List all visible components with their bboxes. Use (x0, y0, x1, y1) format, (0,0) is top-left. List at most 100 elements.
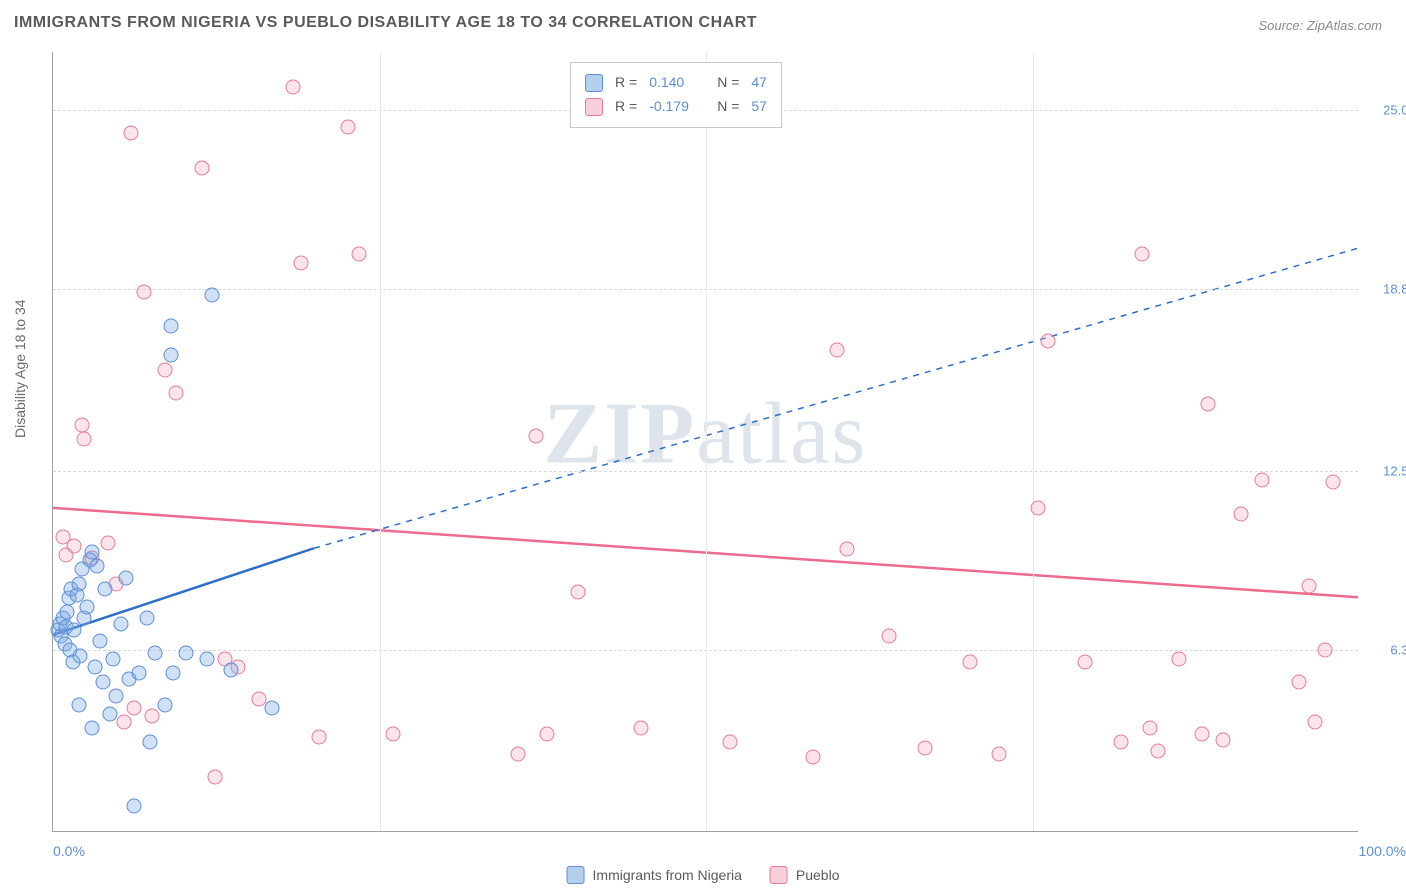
scatter-point (72, 697, 87, 712)
r-label: R = (615, 71, 637, 95)
correlation-row-blue: R = 0.140 N = 47 (585, 71, 767, 95)
scatter-point (312, 729, 327, 744)
r-label: R = (615, 95, 637, 119)
scatter-point (1041, 333, 1056, 348)
scatter-point (539, 726, 554, 741)
scatter-point (73, 648, 88, 663)
scatter-point (108, 689, 123, 704)
scatter-point (72, 576, 87, 591)
scatter-point (881, 628, 896, 643)
scatter-point (132, 666, 147, 681)
scatter-point (918, 741, 933, 756)
gridline-v (706, 52, 707, 831)
scatter-point (145, 709, 160, 724)
scatter-point (140, 611, 155, 626)
swatch-blue-icon (567, 866, 585, 884)
correlation-box: R = 0.140 N = 47 R = -0.179 N = 57 (570, 62, 782, 128)
scatter-point (90, 559, 105, 574)
scatter-point (385, 726, 400, 741)
scatter-point (1135, 247, 1150, 262)
r-value-blue: 0.140 (649, 71, 705, 95)
scatter-point (1077, 654, 1092, 669)
n-value-pink: 57 (751, 95, 767, 119)
n-label: N = (717, 95, 739, 119)
scatter-point (341, 120, 356, 135)
legend-item-pink: Pueblo (770, 866, 840, 884)
gridline-v (380, 52, 381, 831)
n-value-blue: 47 (751, 71, 767, 95)
legend-label-blue: Immigrants from Nigeria (593, 867, 742, 883)
scatter-point (168, 385, 183, 400)
scatter-point (163, 348, 178, 363)
scatter-point (179, 645, 194, 660)
scatter-point (93, 634, 108, 649)
scatter-point (1291, 674, 1306, 689)
scatter-point (1325, 475, 1340, 490)
n-label: N = (717, 71, 739, 95)
scatter-point (286, 79, 301, 94)
scatter-point (205, 287, 220, 302)
scatter-point (79, 599, 94, 614)
scatter-point (116, 715, 131, 730)
scatter-point (991, 747, 1006, 762)
scatter-point (158, 362, 173, 377)
x-tick-label: 0.0% (53, 843, 85, 859)
scatter-point (103, 706, 118, 721)
scatter-point (1234, 507, 1249, 522)
scatter-point (200, 651, 215, 666)
y-tick-label: 25.0% (1383, 102, 1406, 117)
bottom-legend: Immigrants from Nigeria Pueblo (567, 866, 840, 884)
scatter-point (510, 747, 525, 762)
scatter-point (87, 660, 102, 675)
scatter-point (194, 160, 209, 175)
y-tick-label: 6.3% (1390, 643, 1406, 658)
scatter-point (840, 541, 855, 556)
scatter-point (1171, 651, 1186, 666)
scatter-point (806, 749, 821, 764)
scatter-point (158, 697, 173, 712)
swatch-pink-icon (585, 98, 603, 116)
scatter-point (962, 654, 977, 669)
scatter-point (66, 622, 81, 637)
scatter-point (722, 735, 737, 750)
scatter-point (1200, 397, 1215, 412)
chart-title: IMMIGRANTS FROM NIGERIA VS PUEBLO DISABI… (14, 14, 757, 32)
y-axis-label: Disability Age 18 to 34 (12, 299, 28, 438)
scatter-point (60, 605, 75, 620)
scatter-point (1216, 732, 1231, 747)
scatter-point (77, 432, 92, 447)
scatter-point (294, 255, 309, 270)
scatter-point (1318, 643, 1333, 658)
scatter-point (113, 617, 128, 632)
scatter-point (1255, 472, 1270, 487)
scatter-point (633, 721, 648, 736)
scatter-point (124, 125, 139, 140)
swatch-pink-icon (770, 866, 788, 884)
scatter-point (142, 735, 157, 750)
scatter-point (100, 536, 115, 551)
scatter-point (147, 645, 162, 660)
scatter-point (95, 674, 110, 689)
legend-item-blue: Immigrants from Nigeria (567, 866, 742, 884)
scatter-point (98, 582, 113, 597)
correlation-chart: IMMIGRANTS FROM NIGERIA VS PUEBLO DISABI… (0, 0, 1406, 892)
scatter-point (1302, 579, 1317, 594)
scatter-point (119, 570, 134, 585)
y-tick-label: 12.5% (1383, 463, 1406, 478)
scatter-point (137, 284, 152, 299)
scatter-point (223, 663, 238, 678)
scatter-point (207, 770, 222, 785)
scatter-point (85, 721, 100, 736)
scatter-point (163, 319, 178, 334)
gridline-v (1033, 52, 1034, 831)
scatter-point (529, 429, 544, 444)
scatter-point (1195, 726, 1210, 741)
scatter-point (66, 539, 81, 554)
scatter-point (74, 417, 89, 432)
scatter-point (85, 544, 100, 559)
scatter-point (351, 247, 366, 262)
scatter-point (265, 700, 280, 715)
plot-area: ZIPatlas 6.3%12.5%18.8%25.0%0.0%100.0% (52, 52, 1358, 832)
scatter-point (1143, 721, 1158, 736)
source-attribution: Source: ZipAtlas.com (1258, 18, 1382, 33)
